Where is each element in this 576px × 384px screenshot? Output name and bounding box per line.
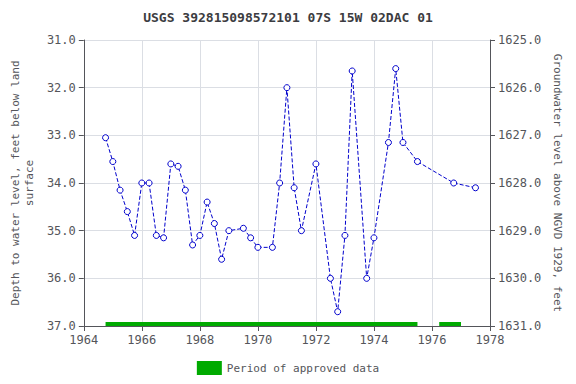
svg-text:surface: surface: [23, 160, 36, 206]
svg-text:1968: 1968: [185, 333, 214, 347]
svg-text:34.0: 34.0: [47, 176, 76, 190]
svg-text:1976: 1976: [418, 333, 447, 347]
svg-text:1627.0: 1627.0: [498, 128, 541, 142]
svg-text:33.0: 33.0: [47, 128, 76, 142]
svg-text:Depth to water level, feet bel: Depth to water level, feet below land: [9, 60, 22, 305]
svg-text:1974: 1974: [359, 333, 388, 347]
svg-text:1966: 1966: [127, 333, 156, 347]
svg-text:35.0: 35.0: [47, 224, 76, 238]
svg-text:USGS 392815098572101 07S 15W 0: USGS 392815098572101 07S 15W 02DAC 01: [143, 10, 433, 25]
svg-text:1978: 1978: [476, 333, 505, 347]
svg-text:32.0: 32.0: [47, 81, 76, 95]
svg-text:Period of approved data: Period of approved data: [227, 362, 379, 375]
svg-text:37.0: 37.0: [47, 319, 76, 333]
svg-text:1630.0: 1630.0: [498, 271, 541, 285]
svg-text:1629.0: 1629.0: [498, 224, 541, 238]
svg-text:1970: 1970: [243, 333, 272, 347]
svg-text:1626.0: 1626.0: [498, 81, 541, 95]
svg-text:31.0: 31.0: [47, 33, 76, 47]
svg-text:1631.0: 1631.0: [498, 319, 541, 333]
svg-text:Groundwater level above NGVD 1: Groundwater level above NGVD 1929, feet: [551, 54, 564, 312]
svg-text:1628.0: 1628.0: [498, 176, 541, 190]
svg-text:36.0: 36.0: [47, 271, 76, 285]
svg-text:1625.0: 1625.0: [498, 33, 541, 47]
svg-text:1972: 1972: [301, 333, 330, 347]
svg-text:1964: 1964: [69, 333, 98, 347]
